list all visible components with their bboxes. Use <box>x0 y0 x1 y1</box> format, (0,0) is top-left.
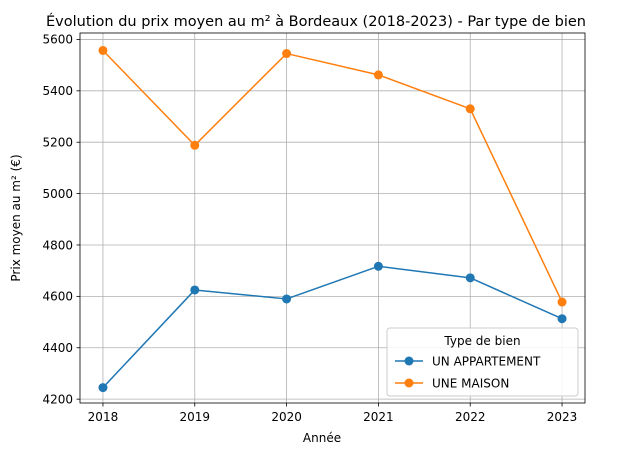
y-tick-label: 4800 <box>42 238 73 252</box>
data-point <box>282 294 292 304</box>
legend-marker <box>404 356 414 366</box>
y-tick-label: 4600 <box>42 290 73 304</box>
series-line <box>102 265 563 389</box>
data-point <box>282 49 292 59</box>
data-point <box>373 261 383 271</box>
data-point <box>98 45 108 55</box>
plot-frame <box>79 32 586 404</box>
legend-entries: UN APPARTEMENT UNE MAISON <box>395 354 541 390</box>
data-point <box>465 104 475 114</box>
x-tick-label: 2021 <box>363 410 394 424</box>
y-tick-label: 5000 <box>42 187 73 201</box>
series-une-maison <box>98 45 567 307</box>
data-point <box>557 314 567 324</box>
x-tick-label: 2023 <box>547 410 578 424</box>
axis-ticks: 2018 2019 2020 2021 2022 2023 4200 4400 4600 4800… <box>42 33 577 424</box>
y-tick-label: 5600 <box>42 33 73 47</box>
y-tick-label: 4200 <box>42 392 73 406</box>
legend-label: UNE MAISON <box>432 376 509 390</box>
data-point <box>373 70 383 80</box>
data-point <box>190 285 200 295</box>
legend-entry: UNE MAISON <box>395 376 509 390</box>
legend-entry: UN APPARTEMENT <box>395 354 541 368</box>
series-un-appartement <box>98 261 567 393</box>
grid <box>80 33 585 403</box>
x-tick-label: 2022 <box>455 410 486 424</box>
data-point <box>557 297 567 307</box>
y-axis-title: Prix moyen au m² (€) <box>9 154 23 281</box>
x-axis-title: Année <box>303 431 341 445</box>
legend-box <box>386 327 579 397</box>
series-line <box>102 49 563 303</box>
legend-marker <box>404 378 414 388</box>
legend-label: UN APPARTEMENT <box>432 354 541 368</box>
data-point <box>190 140 200 150</box>
y-tick-label: 4400 <box>42 341 73 355</box>
data-point <box>465 273 475 283</box>
data-point <box>98 383 108 393</box>
legend: Type de bien UN APPARTEMENT UNE MAISON <box>386 327 579 397</box>
x-tick-label: 2019 <box>179 410 210 424</box>
chart-title: Évolution du prix moyen au m² à Bordeaux… <box>46 13 586 30</box>
series-layer <box>98 45 567 393</box>
y-tick-label: 5200 <box>42 136 73 150</box>
x-tick-label: 2018 <box>88 410 119 424</box>
x-tick-label: 2020 <box>271 410 302 424</box>
legend-title: Type de bien <box>443 334 520 348</box>
y-tick-label: 5400 <box>42 84 73 98</box>
